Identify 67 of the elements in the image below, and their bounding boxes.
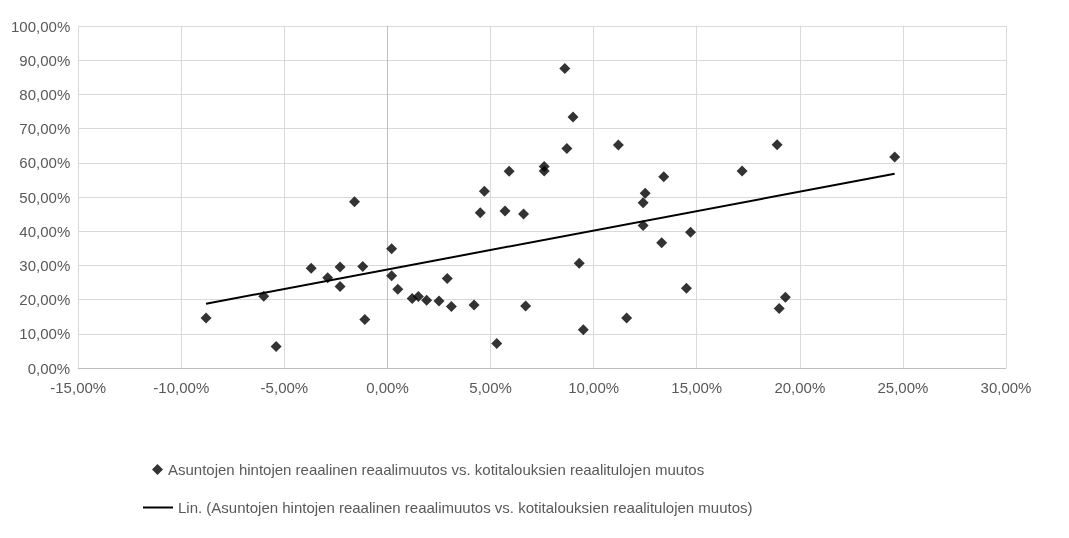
point: [637, 197, 649, 209]
point: [433, 295, 445, 307]
y-tick-label: 0,00%: [27, 359, 71, 377]
x-tick-label: 10,00%: [568, 379, 620, 396]
point: [491, 337, 503, 349]
y-tick-label: 20,00%: [19, 291, 71, 309]
x-tick-label: 30,00%: [980, 379, 1032, 396]
point: [478, 185, 490, 197]
point: [561, 142, 573, 154]
x-tick-label: -15,00%: [50, 379, 107, 396]
y-tick-label: 90,00%: [19, 51, 71, 69]
point: [637, 219, 649, 231]
y-tick-label: 40,00%: [19, 222, 71, 240]
point: [412, 291, 424, 303]
y-tick-label: 30,00%: [19, 256, 71, 274]
point: [474, 207, 486, 219]
point: [357, 260, 369, 272]
point: [334, 281, 346, 293]
point: [573, 257, 585, 269]
y-tick-label: 70,00%: [19, 120, 71, 138]
point: [441, 272, 453, 284]
point: [658, 171, 670, 183]
x-tick-label: 5,00%: [469, 379, 512, 396]
y-tick-label: 50,00%: [19, 188, 71, 206]
y-tick-label: 80,00%: [19, 85, 71, 103]
point: [639, 187, 651, 199]
point: [334, 261, 346, 273]
x-tick-label: 20,00%: [774, 379, 826, 396]
point: [773, 302, 785, 314]
point: [518, 208, 530, 220]
point: [771, 139, 783, 151]
point: [779, 291, 791, 303]
point: [499, 205, 511, 217]
point: [736, 165, 748, 177]
point: [559, 62, 571, 74]
point: [621, 312, 633, 324]
point: [612, 139, 624, 151]
point: [392, 283, 404, 295]
point: [386, 270, 398, 282]
y-tick-label: 100,00%: [11, 17, 71, 35]
point: [421, 294, 433, 306]
legend-label: Lin. (Asuntojen hintojen reaalinen reaalimuutos vs. kotitalouksien reaalitulojen muutos): [178, 499, 753, 516]
y-tick-label: 10,00%: [19, 325, 71, 343]
point: [468, 299, 480, 311]
point: [305, 262, 317, 274]
point: [348, 196, 360, 208]
point: [270, 340, 282, 352]
legend-label: Asuntojen hintojen reaalinen reaalimuutos vs. kotitalouksien reaalitulojen muutos: [168, 461, 705, 478]
x-tick-label: 0,00%: [366, 379, 409, 396]
point: [445, 300, 457, 312]
x-tick-label: -10,00%: [153, 379, 210, 396]
point: [538, 165, 550, 177]
x-tick-label: -5,00%: [260, 379, 309, 396]
x-tick-label: 25,00%: [877, 379, 929, 396]
point: [503, 165, 515, 177]
y-tick-label: 60,00%: [19, 154, 71, 172]
point: [577, 324, 589, 336]
x-tick-label: 15,00%: [671, 379, 723, 396]
point: [567, 111, 579, 123]
point: [685, 226, 697, 238]
point: [889, 151, 901, 163]
point: [520, 300, 532, 312]
point: [386, 243, 398, 255]
point: [200, 312, 212, 324]
point: [680, 282, 692, 294]
point: [656, 237, 668, 249]
point: [359, 313, 371, 325]
